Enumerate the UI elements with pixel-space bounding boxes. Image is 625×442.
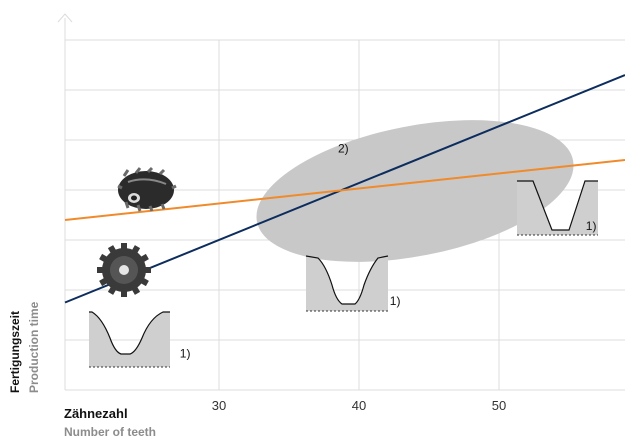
x-tick-label: 40 xyxy=(352,398,366,413)
annotation-label: 2) xyxy=(338,142,349,156)
tooth-profile-icon xyxy=(305,255,389,312)
highlight-ellipse xyxy=(256,120,574,262)
x-tick-labels: 30 40 50 xyxy=(212,398,506,413)
x-tick-label: 30 xyxy=(212,398,226,413)
worm-cutter-icon xyxy=(117,166,177,212)
annotation-label: 1) xyxy=(586,219,597,233)
y-axis-label: Fertigungszeit xyxy=(8,310,22,393)
y-axis-label-secondary: Production time xyxy=(27,301,41,393)
x-axis-label-secondary: Number of teeth xyxy=(64,425,157,439)
y-axis-arrow-icon xyxy=(57,13,73,23)
annotation-label: 1) xyxy=(390,294,401,308)
axes xyxy=(57,13,625,391)
series-line-2 xyxy=(64,159,625,221)
gear-cutter-icon xyxy=(97,243,151,297)
x-tick-label: 50 xyxy=(492,398,506,413)
annotation-label: 1) xyxy=(180,347,191,361)
tooth-profile-icon xyxy=(89,311,170,368)
x-axis-label: Zähnezahl xyxy=(64,406,128,421)
series-group xyxy=(64,74,625,304)
series-line-1 xyxy=(64,74,625,304)
tooth-profile-icon xyxy=(517,180,598,236)
annotations: 2) 1) 1) 1) xyxy=(180,142,597,361)
